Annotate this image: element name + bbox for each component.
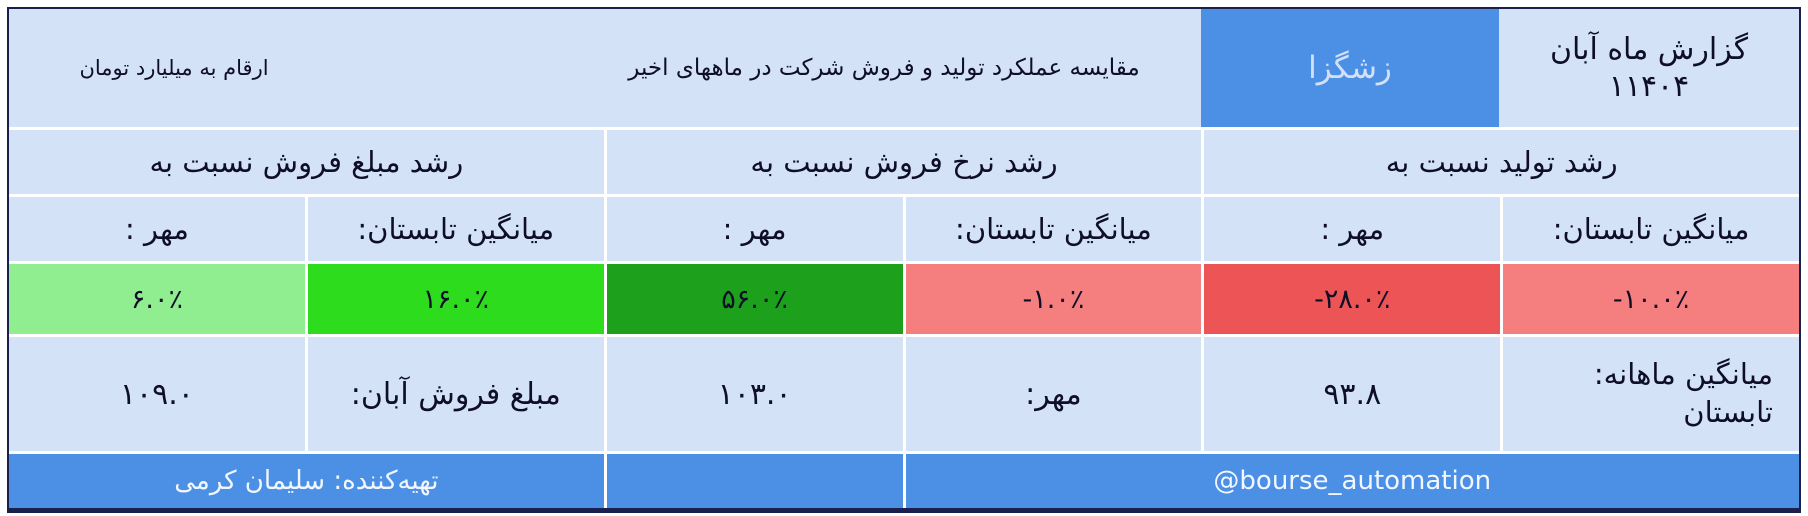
aban-sales-label: مبلغ فروش آبان: — [307, 337, 604, 451]
production-vs-summer-value: -۱۰.۰٪ — [1503, 264, 1799, 334]
sales-rate-vs-mehr-label: مهر : — [606, 197, 903, 261]
summer-average-value: ۹۳.۸ — [1204, 337, 1501, 451]
production-vs-summer-label: میانگین تابستان: — [1503, 197, 1799, 261]
header-row: گزارش ماه آبان ۱۱۴۰۴ زشگزا مقایسه عملکرد… — [9, 9, 1799, 127]
group-production-growth: رشد تولید نسبت به — [1204, 130, 1799, 194]
report-table: گزارش ماه آبان ۱۱۴۰۴ زشگزا مقایسه عملکرد… — [7, 7, 1801, 513]
sub-header-row: میانگین تابستان: مهر : میانگین تابستان: … — [9, 197, 1799, 261]
report-title-year: ۱۱۴۰۴ — [1608, 69, 1690, 104]
sales-rate-vs-summer-label: میانگین تابستان: — [905, 197, 1202, 261]
aban-sales-value: ۱۰۹.۰ — [9, 337, 305, 451]
group-sales-rate-growth: رشد نرخ فروش نسبت به — [606, 130, 1202, 194]
prepared-by-credit: تهیه‌کننده: سلیمان کرمی — [9, 454, 604, 508]
sales-rate-vs-summer-value: -۱.۰٪ — [905, 264, 1202, 334]
monthly-average-label: میانگین ماهانه: تابستان — [1503, 337, 1799, 451]
channel-handle: @bourse_automation — [905, 454, 1799, 508]
percent-row: -۱۰.۰٪ -۲۸.۰٪ -۱.۰٪ ۵۶.۰٪ ۱۶.۰٪ ۶.۰٪ — [9, 264, 1799, 334]
report-subtitle: مقایسه عملکرد تولید و فروش شرکت در ماهها… — [339, 9, 1201, 127]
ticker-badge: زشگزا — [1201, 9, 1499, 127]
group-header-row: رشد تولید نسبت به رشد نرخ فروش نسبت به ر… — [9, 130, 1799, 194]
sales-amount-vs-mehr-label: مهر : — [9, 197, 305, 261]
sales-rate-vs-mehr-value: ۵۶.۰٪ — [606, 264, 903, 334]
unit-note: ارقام به میلیارد تومان — [9, 9, 339, 127]
production-vs-mehr-value: -۲۸.۰٪ — [1204, 264, 1501, 334]
group-sales-amount-growth: رشد مبلغ فروش نسبت به — [9, 130, 604, 194]
footer-row: @bourse_automation تهیه‌کننده: سلیمان کر… — [9, 454, 1799, 508]
sales-amount-vs-summer-label: میانگین تابستان: — [307, 197, 604, 261]
amounts-row: میانگین ماهانه: تابستان ۹۳.۸ مهر: ۱۰۳.۰ … — [9, 337, 1799, 451]
ticker-symbol: زشگزا — [1308, 50, 1392, 86]
sales-amount-vs-summer-value: ۱۶.۰٪ — [307, 264, 604, 334]
production-vs-mehr-label: مهر : — [1204, 197, 1501, 261]
report-title: گزارش ماه آبان ۱۱۴۰۴ — [1499, 9, 1799, 127]
mehr-label: مهر: — [905, 337, 1202, 451]
sales-amount-vs-mehr-value: ۶.۰٪ — [9, 264, 305, 334]
footer-spacer — [606, 454, 903, 508]
report-title-line1: گزارش ماه آبان — [1549, 31, 1749, 67]
mehr-value: ۱۰۳.۰ — [606, 337, 903, 451]
